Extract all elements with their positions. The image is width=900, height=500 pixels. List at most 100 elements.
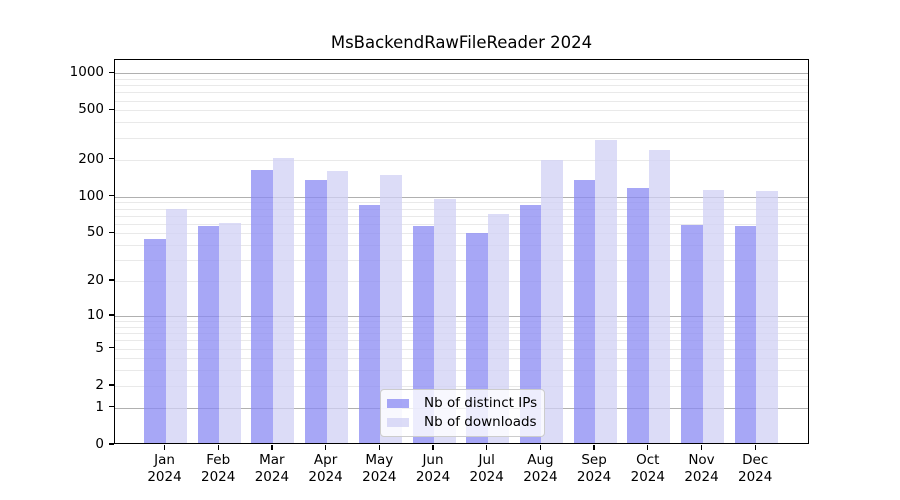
minor-gridline bbox=[115, 245, 808, 247]
minor-gridline bbox=[115, 159, 808, 161]
minor-gridline bbox=[115, 260, 808, 262]
bar-nb-of-downloads-jan bbox=[165, 208, 187, 443]
minor-gridline bbox=[115, 340, 808, 342]
bar-nb-of-distinct-ips-nov bbox=[681, 224, 703, 443]
legend-label-downloads: Nb of downloads bbox=[424, 414, 537, 430]
x-tick-label: Nov 2024 bbox=[684, 452, 719, 485]
x-tick-mark bbox=[539, 445, 542, 450]
minor-gridline bbox=[115, 122, 808, 124]
minor-gridline bbox=[115, 385, 808, 387]
minor-gridline bbox=[115, 78, 808, 80]
minor-gridline bbox=[115, 370, 808, 372]
y-tick-mark bbox=[109, 406, 114, 408]
minor-gridline bbox=[115, 202, 808, 204]
y-tick-mark bbox=[109, 71, 114, 73]
bar-nb-of-distinct-ips-may bbox=[358, 204, 381, 443]
x-tick-mark bbox=[647, 445, 649, 450]
minor-gridline bbox=[115, 208, 808, 210]
x-tick-mark bbox=[324, 445, 327, 450]
x-tick-mark bbox=[271, 445, 273, 450]
y-tick-mark bbox=[109, 108, 114, 111]
major-gridline bbox=[115, 73, 808, 75]
minor-gridline bbox=[115, 137, 808, 139]
minor-gridline bbox=[115, 110, 808, 112]
minor-gridline bbox=[115, 100, 808, 102]
bar-nb-of-distinct-ips-apr bbox=[305, 180, 327, 443]
x-tick-mark bbox=[754, 445, 756, 450]
y-tick-mark bbox=[109, 231, 114, 234]
chart-title: MsBackendRawFileReader 2024 bbox=[330, 33, 593, 52]
x-tick-mark bbox=[700, 445, 703, 450]
bar-nb-of-downloads-sep bbox=[595, 139, 617, 443]
minor-gridline bbox=[115, 233, 808, 235]
y-tick-label: 50 bbox=[86, 224, 104, 241]
minor-gridline bbox=[115, 92, 808, 94]
bar-nb-of-downloads-jul bbox=[487, 213, 510, 443]
legend-swatch-distinct-ips bbox=[387, 399, 409, 408]
bar-nb-of-distinct-ips-feb bbox=[197, 226, 220, 443]
x-tick-label: Oct 2024 bbox=[630, 452, 665, 485]
y-tick-label: 1 bbox=[95, 398, 104, 415]
y-tick-mark bbox=[109, 279, 114, 281]
y-tick-label: 20 bbox=[86, 272, 104, 289]
minor-gridline bbox=[115, 358, 808, 360]
minor-gridline bbox=[115, 281, 808, 283]
bar-nb-of-downloads-feb bbox=[219, 222, 241, 443]
minor-gridline bbox=[115, 326, 808, 328]
y-tick-label: 10 bbox=[86, 306, 104, 323]
y-tick-mark bbox=[109, 157, 114, 160]
y-tick-mark bbox=[109, 443, 114, 445]
x-tick-mark bbox=[163, 445, 166, 450]
bar-nb-of-downloads-mar bbox=[272, 158, 295, 443]
x-tick-label: Apr 2024 bbox=[308, 452, 343, 485]
bar-nb-of-downloads-apr bbox=[326, 170, 349, 443]
legend-swatch-downloads bbox=[387, 418, 409, 427]
y-tick-label: 100 bbox=[78, 187, 104, 204]
x-tick-mark bbox=[378, 445, 380, 450]
major-gridline bbox=[115, 196, 808, 198]
legend-item-downloads: Nb of downloads bbox=[387, 414, 538, 431]
y-tick-label: 0 bbox=[95, 436, 104, 452]
y-tick-mark bbox=[109, 346, 114, 349]
x-tick-label: Feb 2024 bbox=[201, 452, 236, 485]
bar-nb-of-distinct-ips-oct bbox=[627, 187, 649, 443]
plot-area bbox=[114, 59, 809, 444]
legend-item-distinct-ips: Nb of distinct IPs bbox=[387, 395, 538, 412]
y-tick-label: 200 bbox=[78, 150, 104, 167]
bar-nb-of-downloads-oct bbox=[648, 149, 671, 443]
minor-gridline bbox=[115, 85, 808, 87]
x-tick-mark bbox=[593, 445, 595, 450]
x-tick-label: Jul 2024 bbox=[469, 452, 504, 485]
y-tick-mark bbox=[109, 194, 114, 197]
bar-nb-of-downloads-aug bbox=[541, 160, 563, 443]
y-tick-label: 500 bbox=[78, 101, 104, 118]
x-tick-label: May 2024 bbox=[362, 452, 397, 485]
x-tick-label: Dec 2024 bbox=[738, 452, 773, 485]
legend: Nb of distinct IPs Nb of downloads bbox=[380, 389, 545, 437]
y-tick-mark bbox=[109, 384, 114, 386]
bar-nb-of-downloads-nov bbox=[702, 189, 724, 443]
plot-canvas bbox=[115, 60, 808, 443]
x-tick-mark bbox=[432, 445, 434, 450]
bar-nb-of-distinct-ips-aug bbox=[519, 205, 542, 443]
x-tick-mark bbox=[217, 445, 219, 450]
minor-gridline bbox=[115, 215, 808, 217]
y-tick-label: 2 bbox=[95, 376, 104, 393]
bar-nb-of-distinct-ips-jan bbox=[144, 239, 166, 443]
y-tick-mark bbox=[109, 314, 114, 316]
bar-nb-of-downloads-may bbox=[380, 174, 402, 443]
bar-nb-of-distinct-ips-sep bbox=[573, 180, 596, 443]
x-tick-label: Sep 2024 bbox=[576, 452, 612, 485]
minor-gridline bbox=[115, 348, 808, 350]
major-gridline bbox=[115, 315, 808, 317]
minor-gridline bbox=[115, 223, 808, 225]
minor-gridline bbox=[115, 333, 808, 335]
x-tick-label: Mar 2024 bbox=[254, 452, 290, 485]
bar-nb-of-downloads-jun bbox=[434, 198, 456, 443]
x-tick-label: Jun 2024 bbox=[415, 452, 451, 485]
x-tick-label: Jan 2024 bbox=[147, 452, 182, 485]
x-tick-label: Aug 2024 bbox=[523, 452, 558, 485]
bar-nb-of-distinct-ips-mar bbox=[251, 170, 273, 443]
y-tick-label: 5 bbox=[95, 339, 104, 356]
